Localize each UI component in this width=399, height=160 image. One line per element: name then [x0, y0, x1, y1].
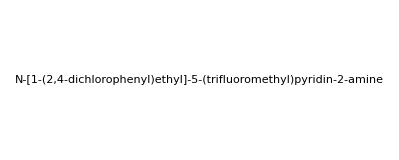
Text: N-[1-(2,4-dichlorophenyl)ethyl]-5-(trifluoromethyl)pyridin-2-amine: N-[1-(2,4-dichlorophenyl)ethyl]-5-(trifl…: [15, 75, 384, 85]
